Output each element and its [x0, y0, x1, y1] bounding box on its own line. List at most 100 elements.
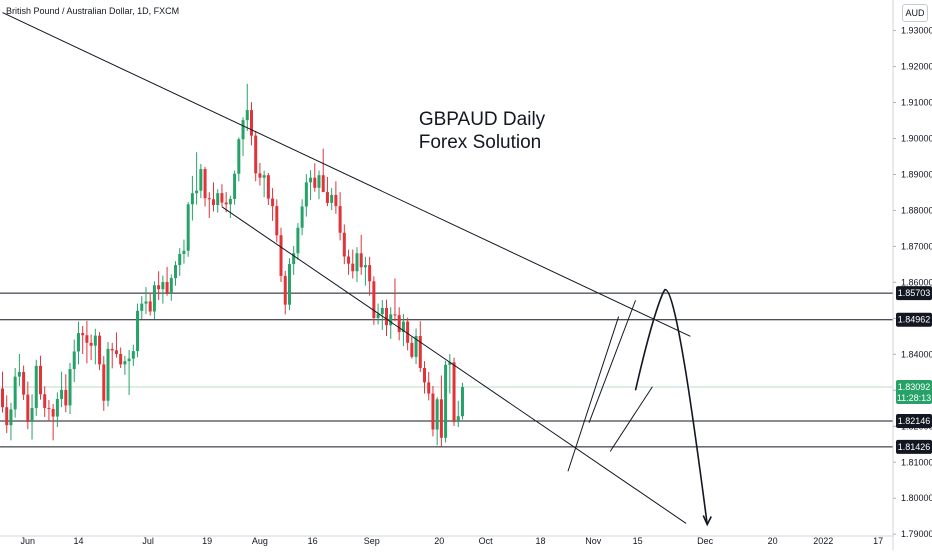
candle[interactable]: [30, 394, 34, 440]
candle[interactable]: [309, 170, 313, 201]
candle[interactable]: [249, 102, 253, 146]
candle[interactable]: [300, 199, 304, 236]
candle[interactable]: [13, 368, 17, 418]
candle[interactable]: [98, 332, 102, 371]
candle[interactable]: [330, 188, 334, 211]
candle[interactable]: [338, 192, 342, 241]
candle[interactable]: [140, 296, 144, 320]
candle[interactable]: [60, 371, 64, 408]
candle[interactable]: [1, 371, 4, 413]
candle[interactable]: [439, 375, 443, 447]
candle[interactable]: [385, 299, 389, 336]
candle[interactable]: [283, 270, 287, 315]
candle[interactable]: [245, 83, 249, 131]
candle[interactable]: [22, 365, 26, 401]
candle[interactable]: [397, 307, 401, 341]
candle[interactable]: [241, 117, 245, 157]
trendline[interactable]: [567, 316, 620, 472]
candle[interactable]: [81, 325, 85, 354]
candle[interactable]: [34, 359, 38, 416]
candle[interactable]: [228, 195, 232, 218]
candle[interactable]: [266, 173, 270, 206]
candle[interactable]: [448, 353, 452, 394]
candle[interactable]: [26, 381, 30, 430]
candle[interactable]: [169, 274, 173, 301]
candle[interactable]: [427, 371, 431, 401]
candle[interactable]: [43, 386, 47, 417]
candle[interactable]: [9, 402, 13, 441]
candle[interactable]: [47, 400, 51, 422]
candle[interactable]: [292, 246, 296, 275]
candle[interactable]: [220, 184, 224, 207]
candle[interactable]: [17, 353, 21, 386]
candle[interactable]: [363, 256, 367, 286]
currency-selector[interactable]: AUD: [902, 4, 928, 22]
candle[interactable]: [114, 332, 118, 358]
candle[interactable]: [224, 192, 228, 213]
candle[interactable]: [460, 382, 464, 420]
candle[interactable]: [165, 266, 169, 296]
candle[interactable]: [157, 271, 161, 301]
candle[interactable]: [136, 303, 140, 358]
level-price-tag[interactable]: 1.84962: [896, 312, 932, 327]
candle[interactable]: [368, 256, 372, 296]
candle[interactable]: [85, 320, 89, 364]
candle[interactable]: [174, 261, 178, 286]
candle[interactable]: [389, 307, 393, 339]
candle[interactable]: [258, 162, 262, 186]
candle[interactable]: [317, 170, 321, 200]
candle[interactable]: [182, 239, 186, 264]
candle[interactable]: [321, 148, 325, 193]
trendline[interactable]: [2, 12, 691, 337]
candle[interactable]: [216, 189, 220, 213]
candle[interactable]: [254, 130, 258, 182]
candle[interactable]: [178, 248, 182, 276]
candle[interactable]: [72, 339, 76, 383]
candle[interactable]: [64, 374, 68, 413]
candle[interactable]: [444, 360, 448, 443]
candle[interactable]: [102, 356, 106, 411]
candle[interactable]: [304, 174, 308, 217]
candle[interactable]: [55, 392, 59, 428]
candle[interactable]: [199, 164, 203, 199]
candle[interactable]: [334, 181, 338, 214]
candle[interactable]: [313, 163, 317, 192]
candle[interactable]: [76, 321, 80, 365]
candle[interactable]: [51, 403, 55, 441]
candle[interactable]: [296, 223, 300, 260]
candle[interactable]: [410, 336, 414, 359]
candle[interactable]: [342, 224, 346, 265]
candle[interactable]: [212, 182, 215, 212]
candle[interactable]: [89, 334, 93, 361]
candle[interactable]: [38, 355, 42, 400]
candle[interactable]: [372, 276, 376, 325]
candle[interactable]: [203, 166, 207, 207]
candle[interactable]: [431, 385, 435, 437]
candle[interactable]: [152, 281, 156, 320]
level-price-tag[interactable]: 1.81426: [896, 439, 932, 454]
candle[interactable]: [359, 234, 363, 275]
trendline[interactable]: [588, 300, 636, 423]
candle[interactable]: [237, 137, 241, 182]
candle[interactable]: [418, 321, 422, 372]
candle[interactable]: [456, 400, 460, 428]
candle[interactable]: [355, 247, 359, 283]
trendline[interactable]: [609, 386, 653, 452]
candle[interactable]: [279, 227, 283, 283]
candle[interactable]: [393, 278, 397, 322]
candle[interactable]: [186, 202, 190, 257]
candle[interactable]: [435, 397, 439, 446]
candle[interactable]: [233, 170, 237, 205]
candle[interactable]: [452, 357, 456, 426]
candle[interactable]: [161, 275, 165, 304]
level-price-tag[interactable]: 1.82146: [896, 414, 932, 429]
candle[interactable]: [325, 176, 329, 207]
level-price-tag[interactable]: 1.85703: [896, 286, 932, 301]
candle[interactable]: [376, 303, 380, 325]
candle[interactable]: [271, 188, 275, 221]
candle[interactable]: [127, 350, 131, 395]
candle[interactable]: [148, 292, 152, 316]
candle[interactable]: [110, 342, 114, 369]
